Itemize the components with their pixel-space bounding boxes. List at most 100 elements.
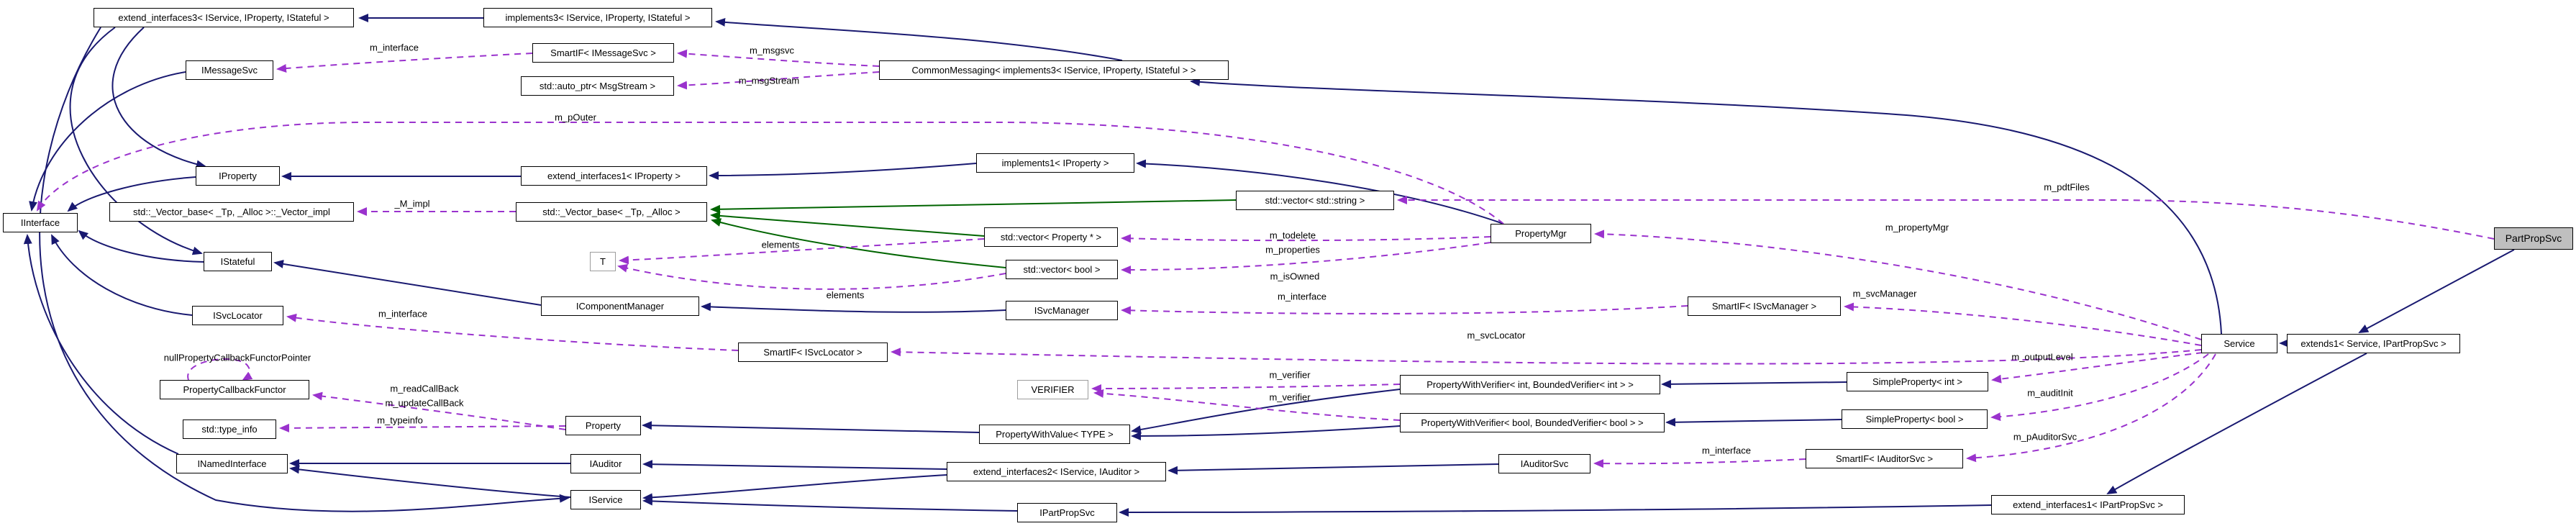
node-icomponentmanager[interactable]: IComponentManager xyxy=(541,296,699,316)
edge-partpropsvc-extends1 xyxy=(2358,249,2515,333)
edge-smartif_isvclocator-isvclocator xyxy=(286,313,739,351)
edge-commonmessaging-implements3 xyxy=(715,17,1123,61)
node-ipartpropsvc[interactable]: IPartPropSvc xyxy=(1017,503,1117,522)
edge-property-propertycallbackfunctor xyxy=(312,391,566,430)
edge-propertywithverifier_int-propertywithvalue xyxy=(1131,389,1401,434)
edge-label-m-propertymgr: m_propertyMgr xyxy=(1885,222,1949,233)
edge-service-smartif_isvcmanager xyxy=(1844,302,2202,346)
edge-label-m-verifier-int: m_verifier xyxy=(1269,369,1311,381)
edge-label-m-pauditorsvc: m_pAuditorSvc xyxy=(2013,431,2077,443)
node-vector-property[interactable]: std::vector< Property * > xyxy=(984,227,1118,247)
edge-label-m-msgstream: m_msgStream xyxy=(738,75,800,86)
edge-propertycallbackfunctor-self xyxy=(187,358,253,381)
node-implements1-iproperty[interactable]: implements1< IProperty > xyxy=(976,153,1134,173)
edge-property-type_info xyxy=(279,423,566,432)
edge-propertymgr-implements1 xyxy=(1136,159,1504,225)
node-extend-interfaces2[interactable]: extend_interfaces2< IService, IAuditor > xyxy=(947,462,1166,481)
edge-label-m-outputlevel: m_outputLevel xyxy=(2011,351,2073,363)
node-simpleproperty-bool[interactable]: SimpleProperty< bool > xyxy=(1842,409,1988,429)
node-vector-bool[interactable]: std::vector< bool > xyxy=(1006,260,1118,279)
edge-extend_interfaces3-istateful xyxy=(69,27,203,255)
edge-label-m-properties: m_properties xyxy=(1265,244,1320,255)
edge-service-commonmessaging xyxy=(1190,77,2222,335)
node-vector-impl[interactable]: std::_Vector_base< _Tp, _Alloc >::_Vecto… xyxy=(109,202,354,222)
edge-vector_bool-t xyxy=(617,263,1006,290)
node-isvcmanager[interactable]: ISvcManager xyxy=(1006,301,1118,320)
edge-service-smartif_iauditorsvc xyxy=(1966,353,2216,463)
edge-extend_interfaces2-iservice xyxy=(642,474,947,502)
edge-label-m-svclocator: m_svcLocator xyxy=(1467,330,1526,341)
edge-propertywithverifier_int-verifier xyxy=(1091,384,1401,393)
node-smartif-imessagesvc[interactable]: SmartIF< IMessageSvc > xyxy=(532,43,674,63)
node-auto-ptr-msgstream[interactable]: std::auto_ptr< MsgStream > xyxy=(521,76,674,96)
node-inamedinterface[interactable]: INamedInterface xyxy=(176,454,288,473)
node-isvclocator[interactable]: ISvcLocator xyxy=(192,306,283,325)
edge-propertymgr-iinterface-pouter xyxy=(36,122,1504,225)
edge-extends1-extend_interfaces1_ipartpropsvc xyxy=(2106,353,2367,494)
node-implements3[interactable]: implements3< IService, IProperty, IState… xyxy=(483,8,712,27)
node-imessagesvc[interactable]: IMessageSvc xyxy=(186,60,273,80)
edge-commonmessaging-auto_ptr xyxy=(677,71,880,90)
node-commonmessaging[interactable]: CommonMessaging< implements3< IService, … xyxy=(879,60,1229,80)
edge-iauditorsvc-extend_interfaces2 xyxy=(1168,463,1499,475)
node-iproperty[interactable]: IProperty xyxy=(196,166,280,186)
node-template-verifier: VERIFIER xyxy=(1017,380,1088,399)
edge-smartif_isvcmanager-isvcmanager xyxy=(1121,305,1688,315)
edge-service-smartif_isvclocator xyxy=(891,348,2202,365)
edge-label-elements-1: elements xyxy=(761,239,800,250)
node-partpropsvc: PartPropSvc xyxy=(2494,227,2573,250)
node-extends1[interactable]: extends1< Service, IPartPropSvc > xyxy=(2287,334,2460,353)
edge-service-simpleproperty_bool xyxy=(1990,353,2209,422)
node-propertycallbackfunctor[interactable]: PropertyCallbackFunctor xyxy=(160,380,309,399)
node-propertywithvalue[interactable]: PropertyWithValue< TYPE > xyxy=(979,425,1130,444)
node-service[interactable]: Service xyxy=(2201,334,2277,353)
edge-implements1-extend_interfaces1_iproperty xyxy=(709,163,977,180)
node-property[interactable]: Property xyxy=(565,416,641,435)
edge-partpropsvc-vector_string xyxy=(1397,196,2495,240)
node-smartif-isvclocator[interactable]: SmartIF< ISvcLocator > xyxy=(738,343,888,362)
node-iinterface[interactable]: IInterface xyxy=(3,213,78,232)
edge-extend_interfaces2-iauditor xyxy=(642,460,947,470)
node-vector-string[interactable]: std::vector< std::string > xyxy=(1236,191,1394,210)
edge-label-m-interface-msgsvc: m_interface xyxy=(370,42,419,53)
node-type-info[interactable]: std::type_info xyxy=(183,420,276,439)
edge-isvcmanager-icomponentmanager xyxy=(701,302,1006,313)
node-iauditorsvc[interactable]: IAuditorSvc xyxy=(1498,454,1590,473)
edge-service-propertymgr xyxy=(1594,230,2202,340)
edge-vector_property-vector_base xyxy=(710,211,985,237)
edge-label-elements-2: elements xyxy=(826,289,865,301)
edge-commonmessaging-smartif_imessagesvc xyxy=(677,49,880,67)
edge-label-m-isowned: m_isOwned xyxy=(1270,271,1320,282)
node-smartif-iauditorsvc[interactable]: SmartIF< IAuditorSvc > xyxy=(1806,449,1963,468)
node-propertymgr[interactable]: PropertyMgr xyxy=(1490,224,1591,243)
edge-iservice-inamedinterface xyxy=(289,465,571,498)
node-istateful[interactable]: IStateful xyxy=(204,252,272,271)
node-vector-base[interactable]: std::_Vector_base< _Tp, _Alloc > xyxy=(516,202,707,222)
edge-vector_property-t xyxy=(619,238,985,265)
edge-istateful-iinterface xyxy=(78,230,204,263)
edge-label-m-impl: _M_impl xyxy=(394,198,430,209)
edge-label-m-interface-auditorsvc: m_interface xyxy=(1702,445,1751,456)
node-extend-interfaces3[interactable]: extend_interfaces3< IService, IProperty,… xyxy=(94,8,354,27)
node-extend-interfaces1-iproperty[interactable]: extend_interfaces1< IProperty > xyxy=(521,166,707,186)
node-propertywithverifier-bool[interactable]: PropertyWithVerifier< bool, BoundedVerif… xyxy=(1400,413,1665,432)
edge-propertymgr-vector_bool xyxy=(1121,242,1491,275)
edge-label-nullpropertycallbackfunctorpointer: nullPropertyCallbackFunctorPointer xyxy=(163,352,311,363)
node-propertywithverifier-int[interactable]: PropertyWithVerifier< int, BoundedVerifi… xyxy=(1400,375,1660,394)
node-extend-interfaces1-ipartpropsvc[interactable]: extend_interfaces1< IPartPropSvc > xyxy=(1991,495,2185,514)
edge-label-m-verifier-bool: m_verifier xyxy=(1269,391,1311,403)
node-iauditor[interactable]: IAuditor xyxy=(570,454,641,473)
node-smartif-isvcmanager[interactable]: SmartIF< ISvcManager > xyxy=(1688,296,1841,316)
edge-extend_interfaces1_ipartpropsvc-ipartpropsvc xyxy=(1119,504,1992,517)
edge-propertymgr-vector_property xyxy=(1121,234,1491,243)
edge-label-m-pouter: m_pOuter xyxy=(555,112,596,123)
edge-simpleproperty_int-propertywithverifier_int xyxy=(1661,379,1847,389)
node-simpleproperty-int[interactable]: SimpleProperty< int > xyxy=(1847,372,1988,391)
edge-label-m-interface-svclocator: m_interface xyxy=(378,308,427,319)
node-iservice[interactable]: IService xyxy=(570,490,641,509)
edge-service-simpleproperty_int xyxy=(1991,352,2203,384)
edge-label-m-msgsvc: m_msgsvc xyxy=(749,45,795,56)
edge-label-m-svcmanager: m_svcManager xyxy=(1852,288,1917,299)
